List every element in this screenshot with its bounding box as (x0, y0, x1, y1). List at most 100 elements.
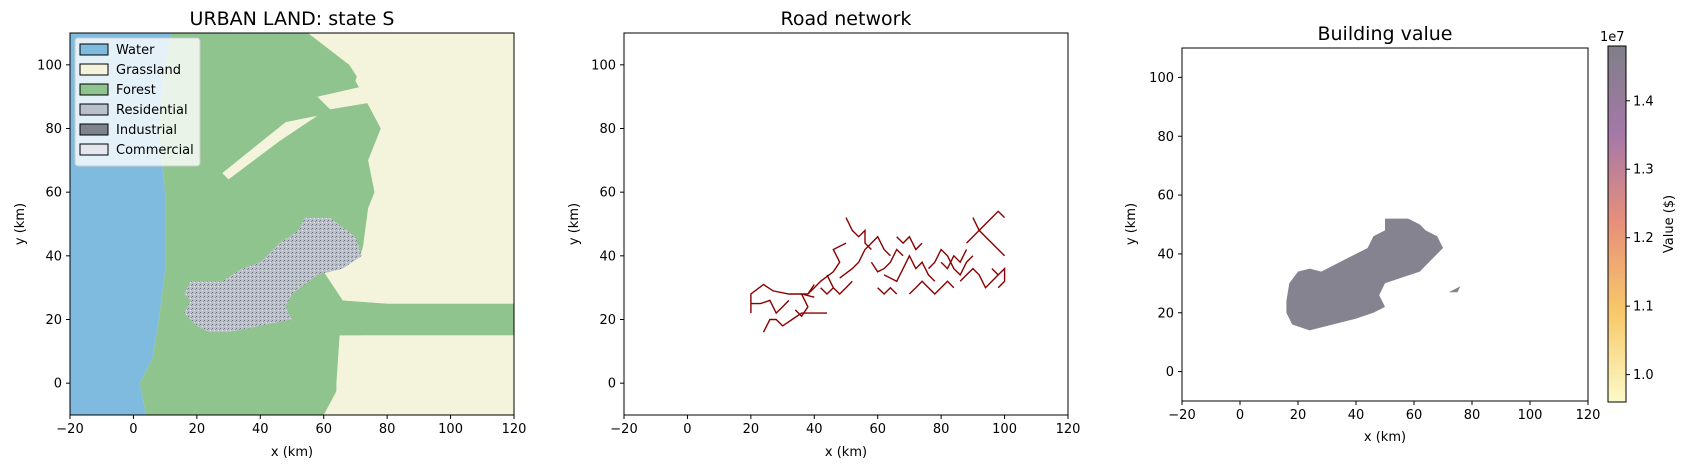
x-tick-label: 120 (1576, 408, 1601, 423)
value-heatmap (1286, 218, 1461, 331)
colorbar: 1e7 Value ($) 1.0 1.1 1.2 1.3 1.4 (1600, 30, 1677, 403)
y-tick-label: 20 (599, 313, 616, 328)
y-tick-label: 100 (37, 58, 62, 73)
x-tick-label: 80 (379, 422, 396, 437)
x-tick-label: 120 (1056, 422, 1081, 437)
y-tick-label: 40 (1157, 247, 1174, 262)
legend-swatch (79, 43, 109, 56)
legend-label: Residential (116, 103, 188, 118)
x-tick-label: 20 (1290, 408, 1307, 423)
legend: Water Grassland Forest Residential Industria… (74, 37, 201, 167)
x-tick-label: −20 (610, 422, 637, 437)
road-segment (870, 248, 904, 273)
building-value-region (1286, 218, 1443, 331)
axis-ticks: −20 0 20 40 60 80 100 120 0 20 40 60 80 100 (37, 58, 526, 437)
y-tick-label: 40 (599, 249, 616, 264)
panel-road-network: Road network −20 0 20 40 60 80 100 120 0 20 40 60 80… (567, 8, 1080, 460)
road-segment (820, 287, 834, 295)
x-tick-label: 80 (933, 422, 950, 437)
panel-title: URBAN LAND: state S (190, 8, 395, 30)
road-segment (826, 274, 853, 295)
legend-label: Water (116, 43, 155, 58)
road-segment (883, 254, 936, 283)
legend-label: Industrial (116, 123, 177, 138)
x-axis-label: x (km) (1364, 430, 1406, 445)
x-tick-label: 80 (1464, 408, 1481, 423)
y-tick-label: 0 (1166, 365, 1174, 380)
x-tick-label: 100 (438, 422, 463, 437)
colorbar-tick-label: 1.4 (1633, 94, 1654, 109)
y-tick-label: 20 (1157, 306, 1174, 321)
road-segment (750, 299, 790, 315)
x-tick-label: −20 (1168, 408, 1195, 423)
legend-swatch (79, 63, 109, 76)
x-tick-label: 60 (315, 422, 332, 437)
grassland-patch (323, 335, 514, 415)
y-tick-label: 100 (1149, 71, 1174, 86)
axis-ticks: −20 0 20 40 60 80 100 120 0 20 40 60 80 100 (1149, 71, 1600, 423)
urban-area (184, 217, 362, 333)
colorbar-tick-label: 1.3 (1633, 163, 1654, 178)
legend-swatch (79, 143, 109, 156)
x-axis-label: x (km) (271, 445, 313, 460)
grassland-patch (222, 115, 318, 180)
colorbar-tick-label: 1.1 (1633, 300, 1654, 315)
x-tick-label: 60 (1406, 408, 1423, 423)
panel-title: Road network (781, 8, 912, 30)
legend-swatch (79, 83, 109, 96)
building-value-outlier (1448, 286, 1461, 293)
road-segment (845, 217, 872, 250)
y-tick-label: 60 (599, 186, 616, 201)
road-segment (750, 283, 815, 314)
x-tick-label: −20 (56, 422, 83, 437)
x-tick-label: 60 (869, 422, 886, 437)
grassland-patch (317, 80, 388, 110)
colorbar-label: Value ($) (1662, 195, 1677, 253)
road-segment (794, 292, 815, 318)
y-tick-label: 100 (591, 58, 616, 73)
panel-building-value: Building value −20 0 20 40 60 80 100 120 0 20 40 60… (1124, 23, 1677, 445)
x-tick-label: 0 (683, 422, 691, 437)
y-tick-label: 80 (1157, 130, 1174, 145)
plot-frame (69, 32, 515, 416)
road-segment (959, 267, 999, 289)
legend-swatch (79, 103, 109, 116)
x-tick-label: 0 (1236, 408, 1244, 423)
x-tick-label: 40 (1348, 408, 1365, 423)
y-axis-label: y (km) (13, 203, 28, 245)
plot-frame (623, 32, 1069, 416)
road-segment (877, 286, 898, 295)
x-tick-label: 40 (806, 422, 823, 437)
y-tick-label: 0 (54, 377, 62, 392)
colorbar-exponent: 1e7 (1600, 30, 1625, 45)
y-tick-label: 80 (599, 122, 616, 137)
x-tick-label: 40 (252, 422, 269, 437)
y-axis-label: y (km) (567, 203, 582, 245)
colorbar-tick-label: 1.2 (1633, 231, 1654, 246)
road-segment (940, 249, 968, 270)
colorbar-gradient (1607, 45, 1627, 403)
y-tick-label: 40 (45, 249, 62, 264)
x-tick-label: 0 (129, 422, 137, 437)
axis-ticks: −20 0 20 40 60 80 100 120 0 20 40 60 80 100 (591, 58, 1080, 437)
road-segment (908, 280, 955, 295)
legend-label: Commercial (116, 143, 194, 158)
road-segment (807, 242, 847, 295)
x-tick-label: 100 (1518, 408, 1543, 423)
x-tick-label: 100 (992, 422, 1017, 437)
plot-frame (1181, 47, 1589, 402)
legend-label: Grassland (116, 63, 181, 78)
y-axis-label: y (km) (1124, 203, 1139, 245)
road-segment (991, 266, 1006, 289)
x-tick-label: 20 (189, 422, 206, 437)
y-tick-label: 80 (45, 122, 62, 137)
road-segment (762, 312, 827, 333)
legend-swatch (79, 123, 109, 136)
panel-title: Building value (1317, 23, 1452, 45)
legend-label: Forest (116, 83, 156, 98)
x-tick-label: 20 (743, 422, 760, 437)
road-lines (750, 210, 1006, 333)
land-use-map (70, 33, 514, 415)
road-segment (966, 210, 1006, 244)
